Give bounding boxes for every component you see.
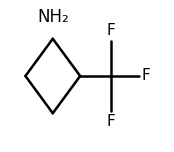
Text: F: F: [142, 69, 151, 83]
Text: F: F: [107, 23, 116, 38]
Text: NH₂: NH₂: [37, 8, 69, 26]
Text: F: F: [107, 114, 116, 129]
